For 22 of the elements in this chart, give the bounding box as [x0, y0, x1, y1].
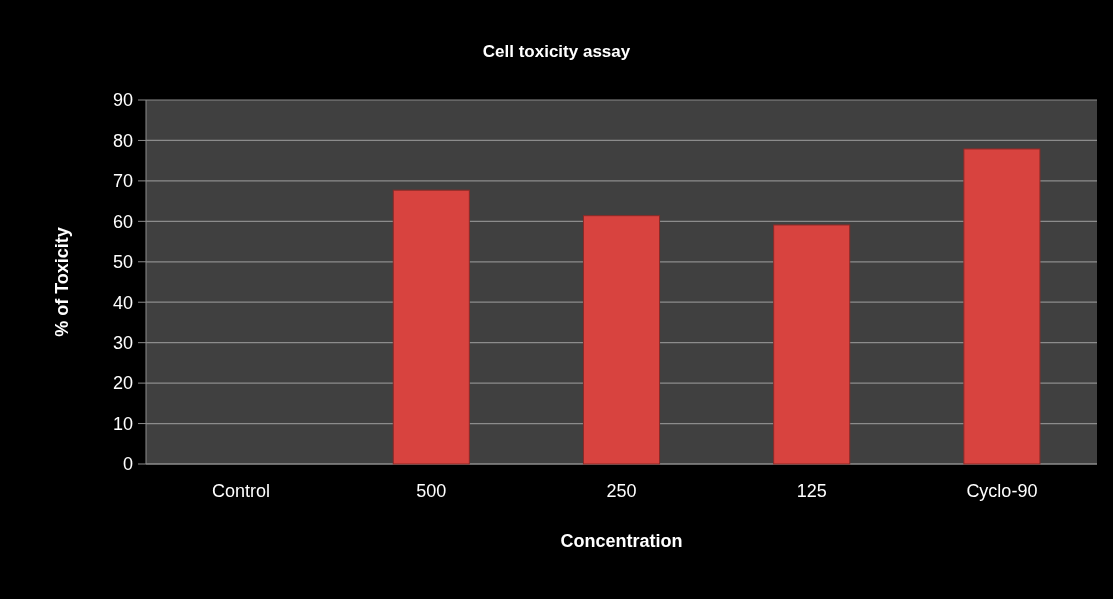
y-tick-label: 50 — [112, 252, 133, 273]
y-tick-label: 90 — [112, 90, 133, 111]
x-axis-title: Concentration — [560, 531, 683, 551]
x-tick-label: Cyclo-90 — [966, 481, 1038, 501]
bar — [773, 224, 851, 465]
bar — [392, 189, 470, 465]
x-tick-label: Control — [212, 481, 271, 501]
x-tick-label: 125 — [796, 481, 827, 501]
y-tick-label: 60 — [112, 211, 133, 232]
x-tick-label: 250 — [606, 481, 637, 501]
bar — [582, 215, 661, 465]
y-tick-label: 80 — [112, 130, 133, 151]
y-tick-label: 40 — [112, 292, 133, 313]
y-tick-label: 70 — [112, 171, 133, 192]
chart-title: Cell toxicity assay — [482, 42, 631, 61]
y-tick-label: 20 — [112, 373, 133, 394]
y-tick-label: 30 — [112, 332, 133, 353]
bar — [963, 148, 1041, 465]
y-axis-title: % of Toxicity — [52, 227, 72, 337]
x-tick-label: 500 — [416, 481, 447, 501]
y-tick-label: 10 — [112, 413, 133, 434]
y-tick-label: 0 — [122, 454, 133, 475]
